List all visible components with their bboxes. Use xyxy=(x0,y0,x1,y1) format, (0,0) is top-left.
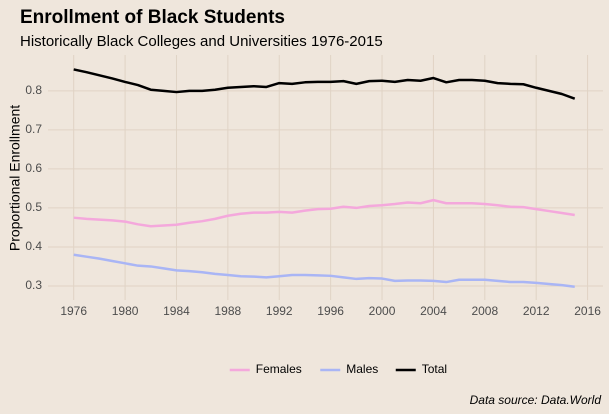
y-tick-label: 0.5 xyxy=(25,200,42,214)
legend-label: Females xyxy=(256,362,302,376)
y-tick-label: 0.4 xyxy=(25,239,42,253)
y-axis-label: Proportional Enrollment xyxy=(7,105,23,251)
x-tick-label: 2012 xyxy=(523,304,550,318)
chart-title: Enrollment of Black Students xyxy=(20,7,285,28)
caption: Data source: Data.World xyxy=(470,393,602,407)
legend-label: Total xyxy=(422,362,447,376)
x-tick-label: 1984 xyxy=(163,304,190,318)
x-tick-label: 2008 xyxy=(471,304,498,318)
x-tick-label: 1980 xyxy=(112,304,139,318)
series-line xyxy=(73,68,576,100)
y-tick-label: 0.3 xyxy=(25,278,42,292)
x-tick-label: 1996 xyxy=(317,304,344,318)
x-tick-label: 2016 xyxy=(574,304,601,318)
series-line xyxy=(73,253,575,288)
x-tick-label: 2000 xyxy=(369,304,396,318)
y-tick-label: 0.7 xyxy=(25,122,42,136)
x-tick-label: 1988 xyxy=(215,304,242,318)
series-line xyxy=(73,198,575,228)
x-tick-label: 1976 xyxy=(60,304,87,318)
chart-subtitle: Historically Black Colleges and Universi… xyxy=(20,33,383,50)
x-tick-label: 1992 xyxy=(266,304,293,318)
legend-label: Males xyxy=(346,362,378,376)
y-tick-label: 0.6 xyxy=(25,161,42,175)
x-tick-label: 2004 xyxy=(420,304,447,318)
y-tick-label: 0.8 xyxy=(25,83,42,97)
